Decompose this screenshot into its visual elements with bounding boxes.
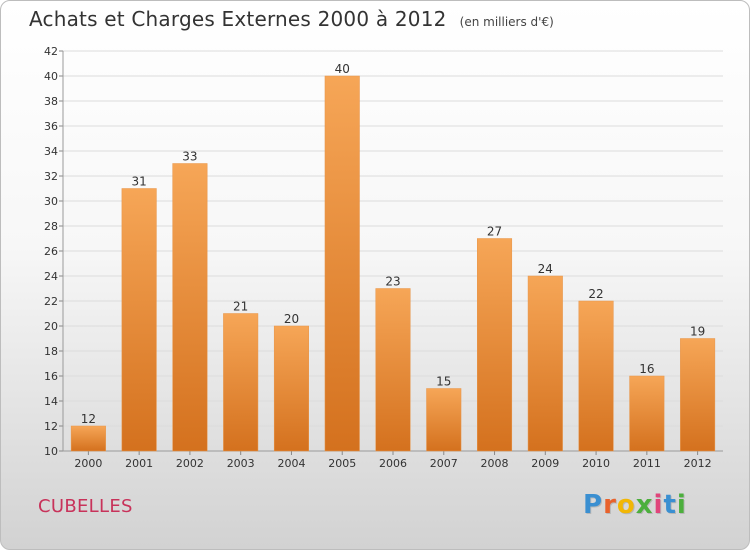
bars xyxy=(70,75,716,452)
bar xyxy=(121,188,157,452)
y-tick-label: 32 xyxy=(44,170,58,183)
logo-letter: r xyxy=(603,490,617,520)
y-tick-label: 20 xyxy=(44,320,58,333)
bar xyxy=(527,275,563,452)
x-tick-label: 2000 xyxy=(74,457,102,470)
chart-title: Achats et Charges Externes 2000 à 2012 xyxy=(29,7,447,31)
data-label: 20 xyxy=(284,312,299,326)
logo-letter: P xyxy=(583,490,604,520)
chart-title-block: Achats et Charges Externes 2000 à 2012 (… xyxy=(29,7,554,31)
bar xyxy=(578,300,614,452)
chart-unit: (en milliers d'€) xyxy=(459,15,554,29)
data-label: 33 xyxy=(182,150,197,164)
data-label: 12 xyxy=(81,412,96,426)
y-tick-label: 18 xyxy=(44,345,58,358)
bar xyxy=(680,338,716,452)
x-tick-label: 2002 xyxy=(176,457,204,470)
bar xyxy=(172,163,208,452)
bar xyxy=(223,313,259,452)
y-tick-label: 34 xyxy=(44,145,58,158)
x-tick-label: 2004 xyxy=(277,457,305,470)
x-tick-label: 2012 xyxy=(684,457,712,470)
y-tick-label: 38 xyxy=(44,95,58,108)
bar xyxy=(324,75,360,452)
y-tick-label: 10 xyxy=(44,445,58,458)
x-tick-label: 2006 xyxy=(379,457,407,470)
data-label: 21 xyxy=(233,300,248,314)
commune-name: CUBELLES xyxy=(38,496,133,517)
y-tick-label: 12 xyxy=(44,420,58,433)
x-tick-label: 2005 xyxy=(328,457,356,470)
data-label: 16 xyxy=(639,362,654,376)
y-tick-label: 28 xyxy=(44,220,58,233)
y-tick-label: 40 xyxy=(44,70,58,83)
y-tick-label: 16 xyxy=(44,370,58,383)
data-label: 22 xyxy=(588,287,603,301)
x-tick-label: 2009 xyxy=(531,457,559,470)
x-tick-label: 2001 xyxy=(125,457,153,470)
data-label: 24 xyxy=(538,262,553,276)
y-tick-label: 22 xyxy=(44,295,58,308)
x-tick-label: 2008 xyxy=(481,457,509,470)
x-tick-label: 2010 xyxy=(582,457,610,470)
y-tick-label: 42 xyxy=(44,45,58,58)
data-label: 27 xyxy=(487,225,502,239)
proxiti-logo: Proxiti xyxy=(583,490,687,520)
bar xyxy=(70,425,106,452)
bar xyxy=(375,288,411,452)
bar xyxy=(273,325,309,452)
data-label: 15 xyxy=(436,375,451,389)
bar xyxy=(629,375,665,452)
x-tick-label: 2011 xyxy=(633,457,661,470)
y-tick-label: 30 xyxy=(44,195,58,208)
data-label: 40 xyxy=(335,62,350,76)
y-tick-label: 26 xyxy=(44,245,58,258)
logo-letter: x xyxy=(635,490,654,520)
data-label: 19 xyxy=(690,325,705,339)
data-label: 23 xyxy=(385,275,400,289)
logo-letter: o xyxy=(616,490,636,520)
bar xyxy=(426,388,462,452)
data-label: 31 xyxy=(132,175,147,189)
x-tick-label: 2007 xyxy=(430,457,458,470)
bar xyxy=(477,238,513,452)
data-labels: 12 31 33 21 20 40 23 15 27 24 22 16 19 xyxy=(81,62,706,426)
y-tick-label: 36 xyxy=(44,120,58,133)
y-tick-label: 14 xyxy=(44,395,58,408)
x-tick-label: 2003 xyxy=(227,457,255,470)
y-tick-label: 24 xyxy=(44,270,58,283)
logo-letter: t xyxy=(663,490,677,520)
logo-letter: i xyxy=(653,490,664,520)
logo-letter: i xyxy=(676,490,687,520)
